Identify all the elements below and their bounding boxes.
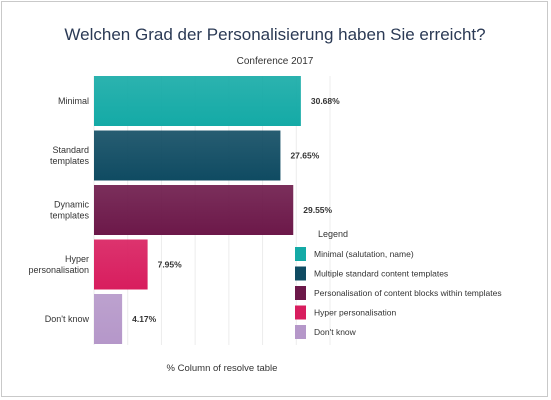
x-axis-label: % Column of resolve table	[167, 363, 278, 374]
bar	[94, 130, 281, 181]
category-label: Hyper personalisation	[28, 254, 89, 275]
legend-entry: Hyper personalisation	[314, 308, 396, 318]
data-label: 7.95%	[158, 260, 183, 270]
category-label: Dynamic templates	[50, 200, 90, 221]
legend: Legend Minimal (salutation, name) Multipl…	[295, 229, 502, 339]
legend-swatch	[295, 305, 306, 320]
legend-entry: Multiple standard content templates	[314, 269, 448, 279]
category-labels: Minimal Standard templates Dynamic templates…	[28, 96, 89, 324]
bar	[94, 239, 148, 290]
legend-swatch	[295, 286, 306, 300]
category-label: Standard templates	[50, 145, 90, 166]
data-label: 4.17%	[132, 314, 157, 324]
legend-swatch	[295, 266, 306, 281]
bar	[94, 76, 301, 126]
bar	[94, 185, 294, 235]
data-label: 29.55%	[303, 205, 332, 215]
value-labels: 30.68% 27.65% 29.55% 7.95% 4.17%	[132, 96, 340, 324]
data-label: 27.65%	[290, 151, 319, 161]
category-label: Don't know	[45, 314, 90, 324]
bar	[94, 294, 123, 344]
legend-title: Legend	[318, 229, 348, 239]
data-label: 30.68%	[311, 96, 340, 106]
legend-swatch	[295, 247, 306, 261]
chart-subtitle: Conference 2017	[237, 56, 314, 67]
legend-swatch	[295, 325, 306, 339]
chart-title: Welchen Grad der Personalisierung haben …	[64, 25, 485, 44]
bars	[94, 76, 301, 344]
legend-entry: Personalisation of content blocks within…	[314, 288, 502, 298]
legend-entry: Minimal (salutation, name)	[314, 249, 414, 259]
category-label: Minimal	[58, 96, 89, 106]
legend-entry: Don't know	[314, 327, 357, 337]
